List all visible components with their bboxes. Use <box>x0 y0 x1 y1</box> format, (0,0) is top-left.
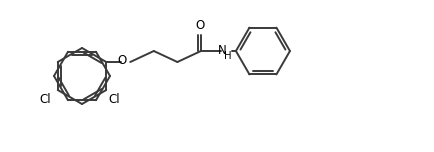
Text: O: O <box>118 55 127 67</box>
Text: O: O <box>195 19 204 32</box>
Text: Cl: Cl <box>108 93 120 106</box>
Text: N: N <box>217 43 226 57</box>
Text: Cl: Cl <box>40 93 51 106</box>
Text: H: H <box>224 51 232 61</box>
